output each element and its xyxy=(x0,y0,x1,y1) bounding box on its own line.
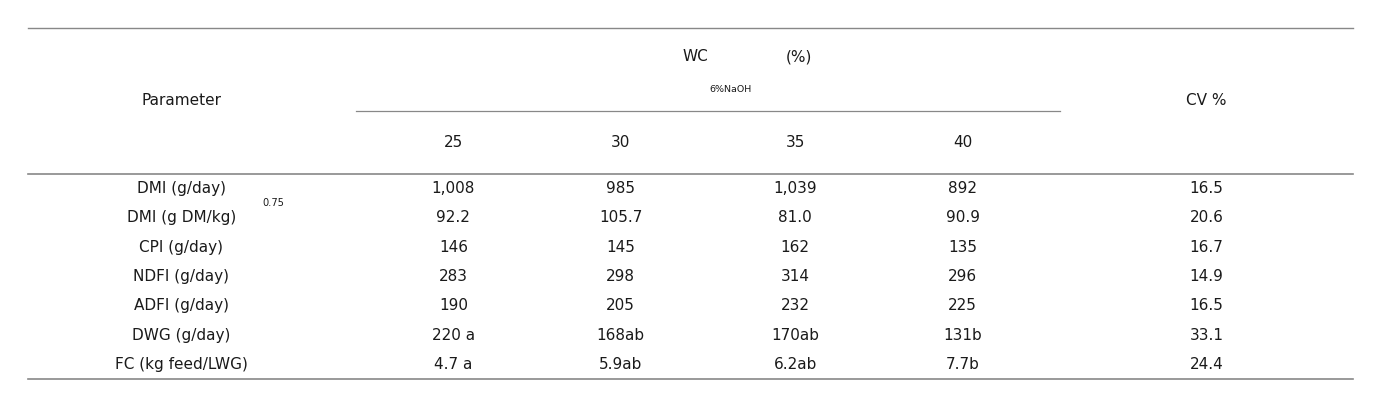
Text: (%): (%) xyxy=(787,49,812,64)
Text: 25: 25 xyxy=(444,135,463,150)
Text: DMI (g/day): DMI (g/day) xyxy=(137,181,226,196)
Text: Parameter: Parameter xyxy=(141,93,222,108)
Text: 190: 190 xyxy=(439,298,467,313)
Text: 298: 298 xyxy=(607,269,635,284)
Text: DWG (g/day): DWG (g/day) xyxy=(133,328,230,343)
Text: 24.4: 24.4 xyxy=(1190,357,1223,372)
Text: 20.6: 20.6 xyxy=(1190,210,1223,225)
Text: 131b: 131b xyxy=(943,328,982,343)
Text: CPI (g/day): CPI (g/day) xyxy=(140,240,223,255)
Text: 16.7: 16.7 xyxy=(1190,240,1223,255)
Text: 296: 296 xyxy=(949,269,976,284)
Text: 81.0: 81.0 xyxy=(778,210,812,225)
Text: CV %: CV % xyxy=(1186,93,1228,108)
Text: 90.9: 90.9 xyxy=(946,210,979,225)
Text: 1,008: 1,008 xyxy=(431,181,476,196)
Text: 232: 232 xyxy=(781,298,809,313)
Text: 5.9ab: 5.9ab xyxy=(598,357,643,372)
Text: 135: 135 xyxy=(949,240,976,255)
Text: 0.75: 0.75 xyxy=(262,198,285,208)
Text: 16.5: 16.5 xyxy=(1190,181,1223,196)
Text: WC: WC xyxy=(682,49,709,64)
Text: DMI (g DM/kg): DMI (g DM/kg) xyxy=(127,210,236,225)
Text: 145: 145 xyxy=(607,240,635,255)
Text: 16.5: 16.5 xyxy=(1190,298,1223,313)
Text: NDFI (g/day): NDFI (g/day) xyxy=(134,269,229,284)
Text: 30: 30 xyxy=(611,135,631,150)
Text: 1,039: 1,039 xyxy=(773,181,817,196)
Text: 4.7 a: 4.7 a xyxy=(434,357,473,372)
Text: 170ab: 170ab xyxy=(771,328,819,343)
Text: 162: 162 xyxy=(781,240,809,255)
Text: 6.2ab: 6.2ab xyxy=(773,357,817,372)
Text: 314: 314 xyxy=(781,269,809,284)
Text: 6%NaOH: 6%NaOH xyxy=(710,85,752,94)
Text: 985: 985 xyxy=(607,181,635,196)
Text: 168ab: 168ab xyxy=(597,328,644,343)
Text: 225: 225 xyxy=(949,298,976,313)
Text: 146: 146 xyxy=(439,240,467,255)
Text: 35: 35 xyxy=(785,135,805,150)
Text: 33.1: 33.1 xyxy=(1190,328,1223,343)
Text: 283: 283 xyxy=(439,269,467,284)
Text: 14.9: 14.9 xyxy=(1190,269,1223,284)
Text: 105.7: 105.7 xyxy=(598,210,643,225)
Text: 892: 892 xyxy=(949,181,976,196)
Text: 7.7b: 7.7b xyxy=(946,357,979,372)
Text: 205: 205 xyxy=(607,298,635,313)
Text: 40: 40 xyxy=(953,135,972,150)
Text: 92.2: 92.2 xyxy=(437,210,470,225)
Text: ADFI (g/day): ADFI (g/day) xyxy=(134,298,229,313)
Text: 220 a: 220 a xyxy=(432,328,474,343)
Text: FC (kg feed/LWG): FC (kg feed/LWG) xyxy=(114,357,248,372)
